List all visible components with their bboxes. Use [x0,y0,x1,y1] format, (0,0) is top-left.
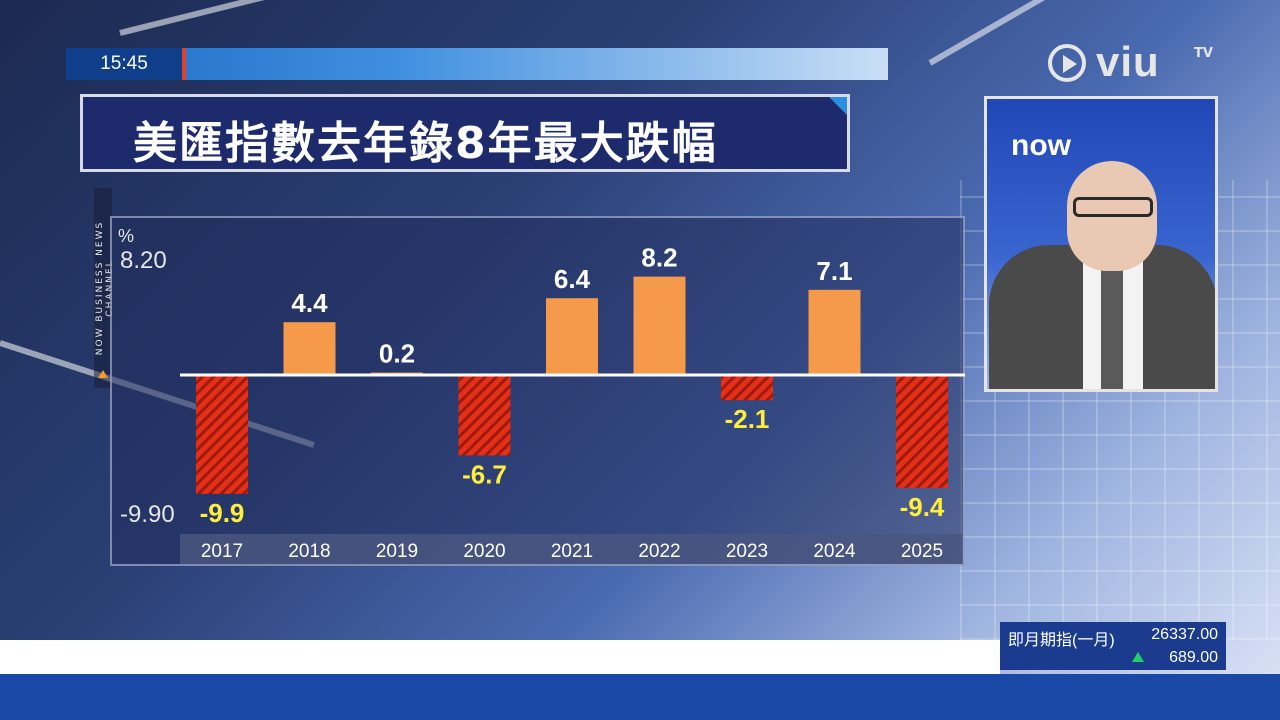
anchor-video: now [984,96,1218,392]
triangle-icon [98,370,108,378]
market-name: 即月期指(一月) [1008,632,1115,649]
viutv-logo: viu TV [1044,38,1234,90]
y-tick-min: -9.90 [120,501,175,528]
play-icon [1048,44,1086,82]
value-label-2025: -9.4 [900,492,945,522]
market-value: 26337.00 [1151,626,1218,643]
market-change: 689.00 [1169,649,1218,666]
now-logo: now [1011,129,1071,162]
value-label-2019: 0.2 [379,339,415,369]
side-channel-strip: NOW BUSINESS NEWS CHANNEL [94,188,115,388]
bottom-ticker [0,640,1000,674]
value-label-2022: 8.2 [641,243,677,273]
logo-sub: TV [1194,46,1213,61]
x-tick-2021: 2021 [551,541,593,562]
market-box: 即月期指(一月) 26337.00 689.00 [1000,622,1226,670]
x-tick-2022: 2022 [638,541,680,562]
y-axis-unit: % [118,226,134,246]
x-tick-2024: 2024 [813,541,856,562]
bar-2025 [896,375,948,488]
bar-2018 [283,322,336,375]
up-arrow-icon [1132,652,1144,662]
value-label-2024: 7.1 [816,256,852,286]
bar-2023 [721,375,773,401]
y-tick-max: 8.20 [120,247,167,274]
x-tick-2018: 2018 [288,541,330,562]
value-label-2021: 6.4 [554,264,591,294]
headline-corner [829,97,847,115]
value-label-2023: -2.1 [725,404,770,434]
bottom-bar [0,674,1280,720]
bar-2020 [458,375,511,456]
clock: 15:45 [66,48,182,80]
x-tick-2017: 2017 [201,541,243,562]
bar-2021 [546,298,598,375]
bar-2017 [196,375,248,494]
bar-2022 [633,276,686,375]
top-news-bar [66,48,888,80]
headline: 美匯指數去年錄8年最大跌幅 [133,118,718,169]
value-label-2020: -6.7 [462,459,507,489]
x-tick-2023: 2023 [726,541,768,562]
anchor-glasses [1073,197,1153,217]
value-label-2017: -9.9 [200,498,245,528]
bar-2024 [808,289,861,375]
headline-box: 美匯指數去年錄8年最大跌幅 [80,94,850,172]
x-tick-2020: 2020 [463,541,505,562]
anchor-tie [1101,259,1123,389]
x-axis-band [180,534,962,564]
value-label-2018: 4.4 [291,288,328,318]
logo-word: viu [1096,38,1160,85]
x-tick-2019: 2019 [376,541,418,562]
clock-separator [182,48,186,80]
chart-panel [110,216,965,566]
x-tick-2025: 2025 [901,541,943,562]
